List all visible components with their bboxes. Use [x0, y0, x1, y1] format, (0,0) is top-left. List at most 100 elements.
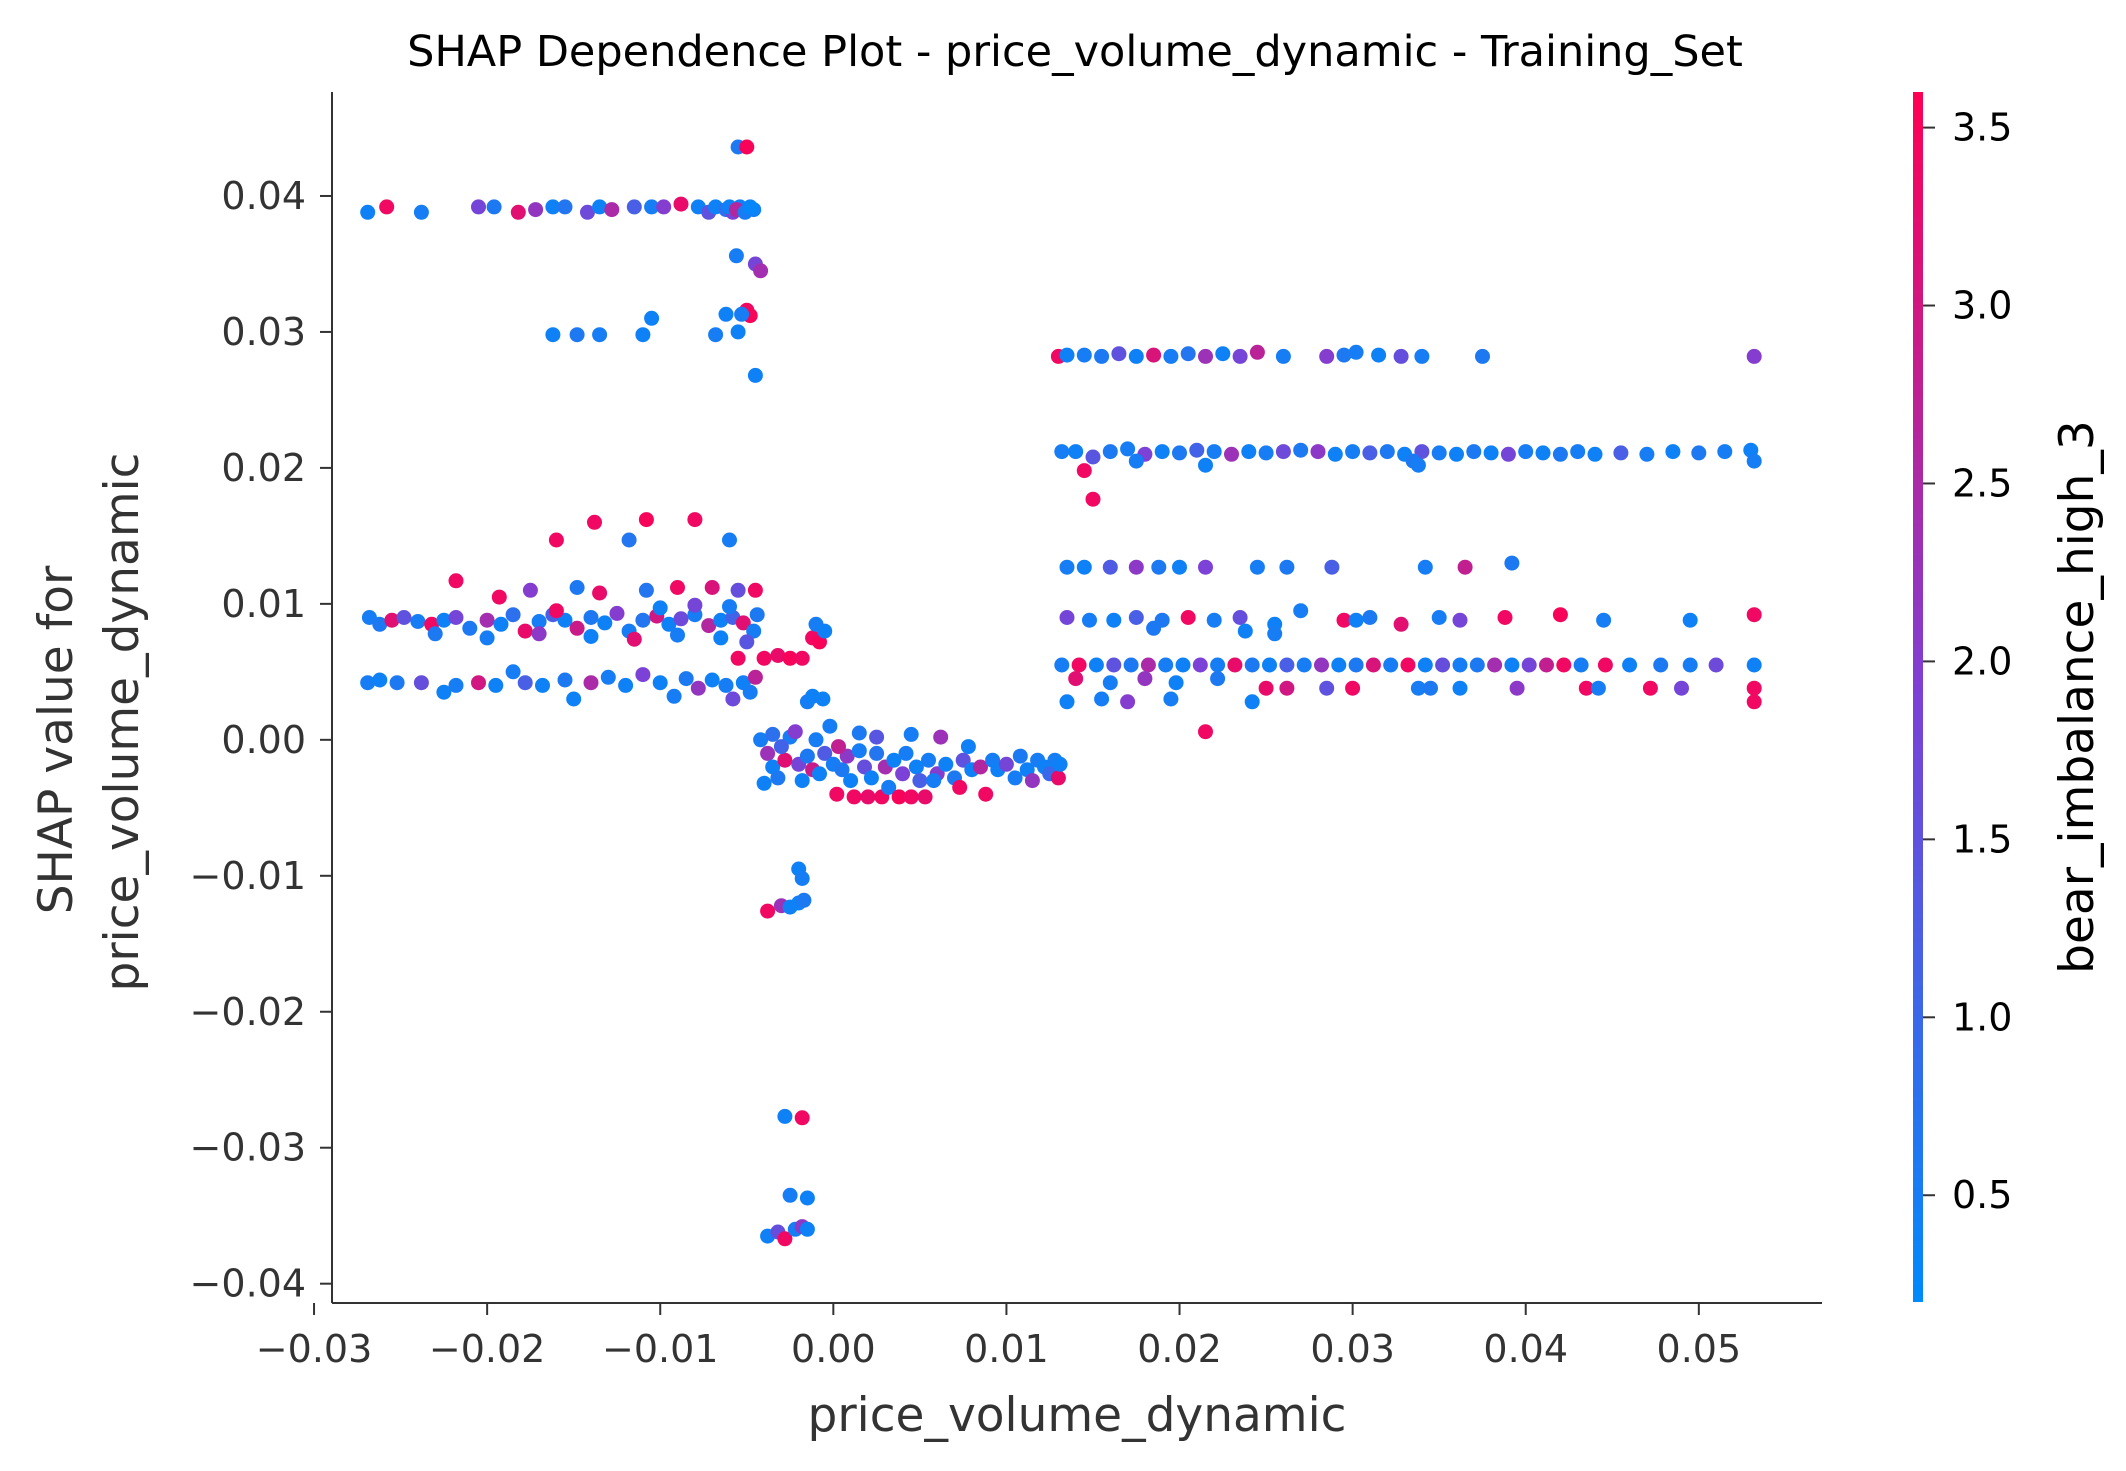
- data-point: [735, 615, 751, 631]
- data-point: [730, 650, 746, 666]
- data-point: [690, 680, 706, 696]
- data-point: [713, 630, 729, 646]
- data-point: [1076, 347, 1092, 363]
- x-tick-label: 0.05: [1657, 1327, 1742, 1371]
- data-point: [427, 626, 443, 642]
- data-point: [808, 732, 824, 748]
- data-point: [678, 671, 694, 687]
- data-point: [908, 759, 924, 775]
- data-point: [1642, 680, 1658, 696]
- data-point: [739, 634, 755, 650]
- data-point: [782, 1187, 798, 1203]
- data-point: [1717, 444, 1733, 460]
- data-point: [734, 306, 750, 322]
- data-point: [448, 610, 464, 625]
- data-point: [1241, 444, 1257, 460]
- data-point: [725, 691, 741, 707]
- data-point: [1362, 610, 1378, 625]
- data-point: [749, 607, 765, 623]
- data-point: [510, 204, 526, 220]
- data-point: [436, 684, 452, 700]
- data-point: [1556, 657, 1572, 673]
- data-point: [1172, 445, 1187, 461]
- data-point: [517, 623, 533, 639]
- data-point: [1410, 680, 1426, 696]
- data-point: [1518, 444, 1534, 460]
- data-point: [1622, 657, 1638, 673]
- data-point: [1050, 770, 1066, 786]
- data-point: [713, 612, 729, 628]
- data-point: [1068, 444, 1084, 460]
- data-point: [1469, 657, 1485, 673]
- chart-title: SHAP Dependence Plot - price_volume_dyna…: [407, 27, 1743, 77]
- x-tick-label: 0.01: [964, 1327, 1049, 1371]
- colorbar-tick-label: 1.5: [1952, 817, 2012, 861]
- data-point: [1393, 348, 1409, 364]
- data-point: [1012, 748, 1028, 764]
- data-point: [1452, 657, 1468, 673]
- data-point: [1521, 657, 1537, 673]
- data-point: [998, 756, 1014, 772]
- data-point: [1249, 344, 1265, 360]
- data-point: [770, 770, 786, 786]
- data-point: [1497, 610, 1513, 625]
- data-point: [479, 630, 495, 646]
- data-point: [1279, 559, 1295, 575]
- data-point: [704, 580, 720, 595]
- data-point: [505, 664, 521, 680]
- data-point: [673, 196, 689, 212]
- data-point: [1746, 607, 1762, 623]
- colorbar-tick-label: 3.0: [1952, 284, 2012, 328]
- data-point: [531, 614, 547, 629]
- data-point: [1189, 442, 1205, 458]
- data-point: [1746, 680, 1762, 696]
- data-point: [921, 752, 936, 768]
- data-point: [1746, 657, 1762, 673]
- data-point: [1232, 348, 1248, 364]
- data-point: [609, 605, 625, 621]
- data-point: [831, 739, 846, 755]
- data-point: [1024, 773, 1040, 789]
- y-tick-label: 0.04: [221, 174, 306, 218]
- data-point: [1279, 680, 1295, 696]
- x-tick-label: 0.00: [791, 1327, 876, 1371]
- data-point: [1504, 657, 1520, 673]
- y-tick-label: −0.02: [190, 990, 306, 1034]
- data-point: [1120, 694, 1136, 710]
- data-point: [1452, 680, 1468, 696]
- data-point: [1180, 346, 1196, 362]
- data-point: [1639, 446, 1655, 462]
- data-point: [926, 773, 942, 789]
- data-point: [1653, 657, 1669, 673]
- data-point: [747, 669, 763, 685]
- data-point: [656, 199, 672, 215]
- data-point: [834, 762, 850, 778]
- data-point: [1279, 657, 1295, 673]
- data-point: [773, 739, 789, 755]
- data-point: [822, 718, 838, 734]
- data-point: [1596, 612, 1612, 628]
- data-point: [1059, 559, 1075, 575]
- data-point: [670, 627, 685, 643]
- y-tick-label: −0.01: [190, 854, 306, 898]
- data-point: [1146, 347, 1162, 363]
- data-point: [479, 612, 495, 628]
- data-point: [1535, 445, 1551, 461]
- data-point: [566, 691, 582, 707]
- data-point: [1674, 680, 1689, 696]
- data-point: [973, 759, 988, 775]
- data-point: [673, 611, 689, 627]
- points-layer: [360, 139, 1762, 1247]
- data-point: [1059, 610, 1075, 625]
- data-point: [1362, 445, 1378, 461]
- data-point: [379, 199, 395, 215]
- data-point: [1336, 347, 1352, 363]
- data-point: [863, 770, 879, 786]
- data-point: [621, 532, 637, 548]
- data-point: [413, 675, 429, 691]
- data-point: [1293, 442, 1309, 458]
- y-tick-label: 0.00: [221, 718, 306, 762]
- data-point: [1345, 680, 1361, 696]
- data-point: [1552, 446, 1568, 462]
